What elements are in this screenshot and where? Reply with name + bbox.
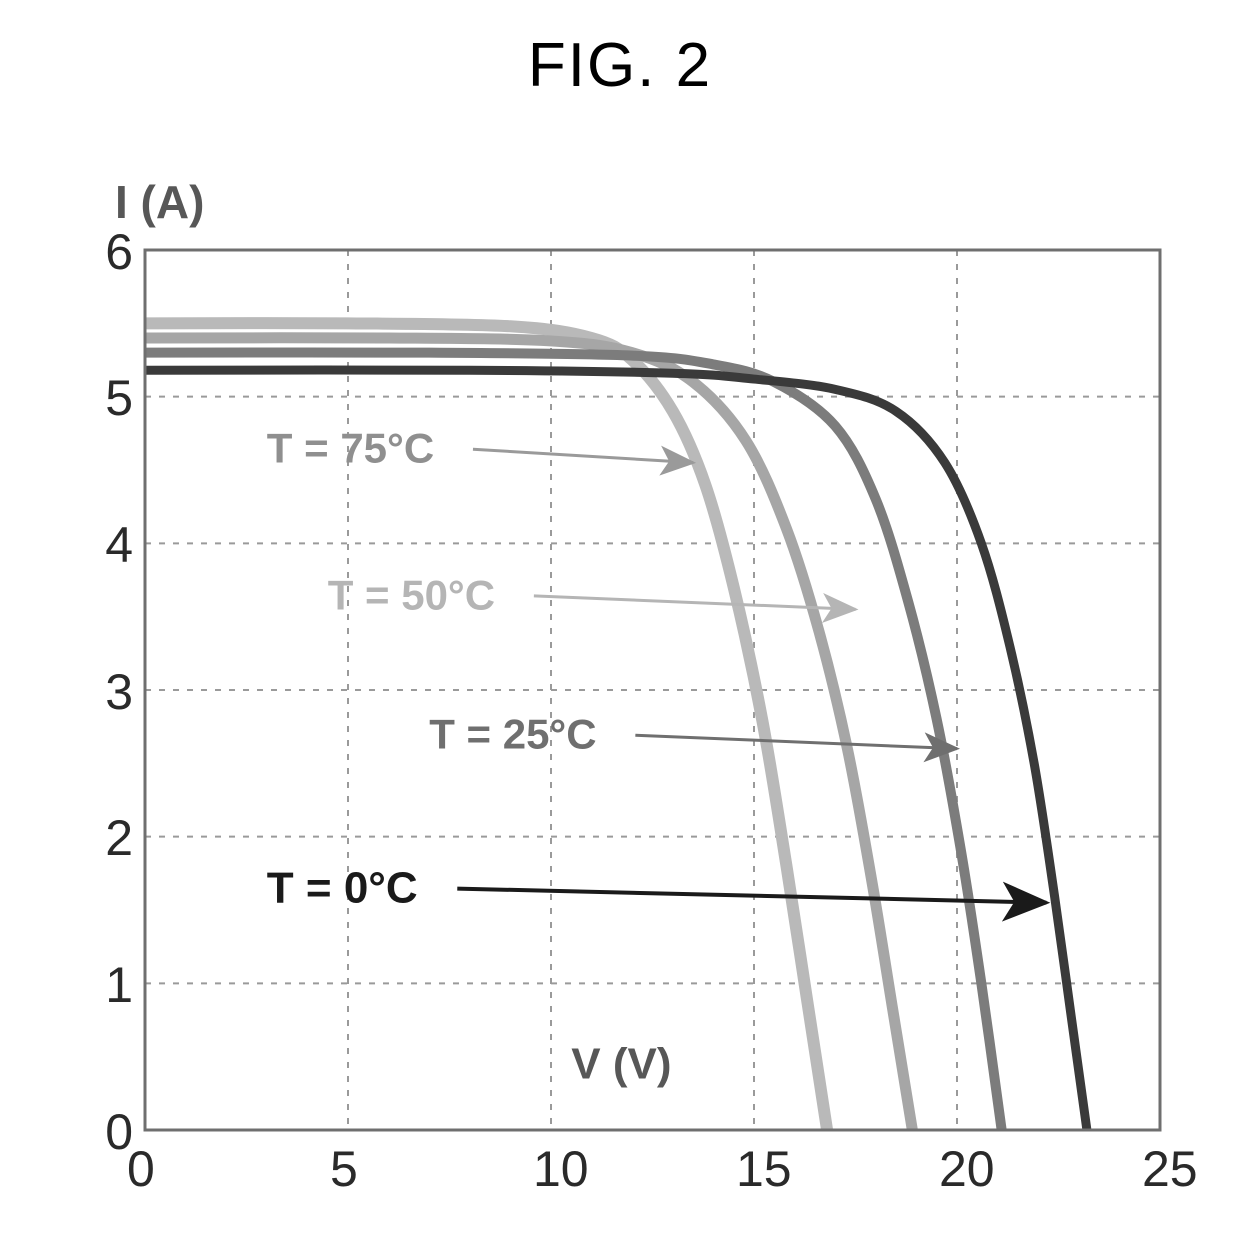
y-tick: 1 <box>73 956 133 1014</box>
label-25: T = 25°C <box>429 711 596 758</box>
x-tick: 5 <box>330 1140 358 1198</box>
page: FIG. 2 I (A) T = 75°CT = 50°CT = 25°CT =… <box>0 0 1240 1247</box>
x-tick: 10 <box>533 1140 589 1198</box>
label-0: T = 0°C <box>267 864 418 913</box>
y-tick: 2 <box>73 809 133 867</box>
y-tick: 0 <box>73 1103 133 1161</box>
y-tick: 4 <box>73 516 133 574</box>
label-50: T = 50°C <box>328 571 495 618</box>
y-tick: 5 <box>73 369 133 427</box>
x-tick: 25 <box>1142 1140 1198 1198</box>
x-tick: 15 <box>736 1140 792 1198</box>
iv-chart: T = 75°C T = 50°C T = 25°C T = 0°C V (V) <box>0 0 1240 1247</box>
y-tick: 6 <box>73 223 133 281</box>
x-axis-label: V (V) <box>571 1040 671 1089</box>
label-75: T = 75°C <box>267 425 434 472</box>
y-tick: 3 <box>73 663 133 721</box>
x-tick: 20 <box>939 1140 995 1198</box>
